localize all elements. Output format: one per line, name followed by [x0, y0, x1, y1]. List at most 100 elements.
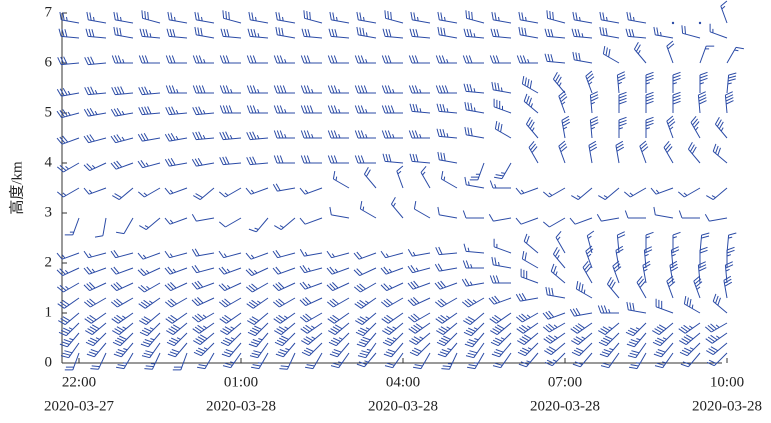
- wind-barb: [489, 275, 511, 284]
- wind-barb: [652, 322, 674, 336]
- wind-barb: [726, 72, 737, 94]
- wind-barb: [712, 293, 728, 314]
- wind-barb: [327, 155, 349, 164]
- wind-barb: [521, 76, 539, 94]
- wind-barb: [623, 187, 647, 198]
- wind-barb: [272, 250, 296, 259]
- wind-barb: [679, 342, 701, 357]
- wind-barb: [489, 55, 511, 64]
- wind-barb: [544, 342, 566, 356]
- wind-barb: [410, 11, 431, 24]
- wind-barb: [166, 332, 188, 347]
- wind-barb: [167, 342, 188, 358]
- wind-barb: [112, 322, 134, 336]
- wind-barb: [546, 10, 566, 24]
- wind-barb: [697, 261, 707, 284]
- wind-barb: [245, 187, 269, 195]
- wind-barb: [191, 265, 215, 274]
- wind-barb: [493, 98, 512, 114]
- wind-barb: [248, 332, 269, 348]
- wind-barb: [59, 332, 80, 348]
- wind-barb: [84, 86, 107, 96]
- wind-barb: [193, 342, 215, 357]
- wind-barb: [699, 45, 715, 64]
- wind-barb: [420, 165, 431, 189]
- calm-dot: [698, 21, 702, 25]
- wind-barb: [488, 295, 512, 305]
- wind-barb: [140, 332, 161, 348]
- wind-barb: [639, 140, 649, 164]
- wind-barb: [356, 352, 377, 368]
- wind-barb: [437, 342, 458, 358]
- wind-barb: [279, 352, 296, 370]
- wind-barb: [301, 342, 323, 357]
- wind-barb: [273, 85, 295, 94]
- wind-barb: [272, 266, 296, 275]
- wind-barb: [652, 332, 674, 347]
- wind-barb: [464, 332, 485, 348]
- wind-barb: [326, 297, 350, 308]
- wind-barb: [164, 250, 188, 259]
- wind-barb: [305, 352, 323, 370]
- wind-barb: [464, 101, 485, 114]
- wind-barb: [558, 90, 568, 114]
- wind-barb: [274, 332, 296, 347]
- wind-barb: [141, 342, 161, 359]
- wind-barb: [166, 322, 188, 336]
- wind-barb: [382, 28, 404, 39]
- wind-barb: [83, 297, 107, 308]
- wind-barb: [222, 10, 242, 24]
- wind-barb: [221, 342, 242, 358]
- wind-barb: [678, 322, 701, 334]
- wind-barb: [407, 312, 431, 323]
- x-tick-date: 2020-03-28: [206, 398, 276, 414]
- wind-barb: [164, 217, 188, 225]
- wind-barb: [219, 105, 241, 114]
- wind-barb: [462, 210, 484, 219]
- wind-barb: [625, 322, 647, 337]
- wind-barb: [408, 322, 431, 334]
- wind-barb: [435, 55, 457, 64]
- wind-barb: [58, 312, 80, 326]
- wind-barb: [462, 55, 484, 64]
- wind-barb: [666, 115, 676, 139]
- wind-barb: [437, 206, 458, 219]
- wind-barb: [642, 260, 651, 284]
- wind-barb: [490, 322, 512, 336]
- wind-barb: [672, 231, 681, 253]
- wind-barb: [582, 260, 593, 284]
- wind-barb: [705, 332, 728, 344]
- wind-barb: [463, 28, 485, 39]
- wind-barb: [57, 297, 80, 309]
- wind-barb: [515, 217, 539, 225]
- wind-barb: [139, 322, 161, 337]
- wind-barb: [330, 352, 350, 369]
- wind-barb: [273, 105, 295, 114]
- wind-barb: [57, 56, 80, 66]
- wind-barb: [137, 267, 161, 277]
- wind-barb: [83, 162, 107, 172]
- wind-barb: [138, 55, 160, 64]
- wind-barb: [165, 55, 187, 64]
- wind-barb: [542, 322, 566, 333]
- wind-barb: [172, 352, 188, 371]
- wind-barb: [408, 55, 430, 64]
- wind-barb: [245, 282, 269, 293]
- wind-barb: [709, 23, 728, 39]
- wind-barb: [64, 217, 80, 236]
- wind-barb: [463, 243, 485, 254]
- wind-barb: [704, 322, 728, 333]
- wind-barb: [328, 322, 350, 336]
- wind-barb: [572, 11, 593, 24]
- wind-barb: [300, 55, 322, 64]
- wind-barb: [191, 248, 215, 257]
- wind-barb: [359, 201, 377, 219]
- wind-barb: [552, 247, 566, 269]
- wind-barb: [56, 162, 80, 173]
- wind-barb: [380, 297, 404, 308]
- wind-barb: [518, 352, 539, 368]
- wind-barb: [490, 28, 512, 39]
- wind-barb: [572, 51, 593, 64]
- wind-barb: [409, 342, 431, 357]
- x-tick-date: 2020-03-28: [530, 398, 600, 414]
